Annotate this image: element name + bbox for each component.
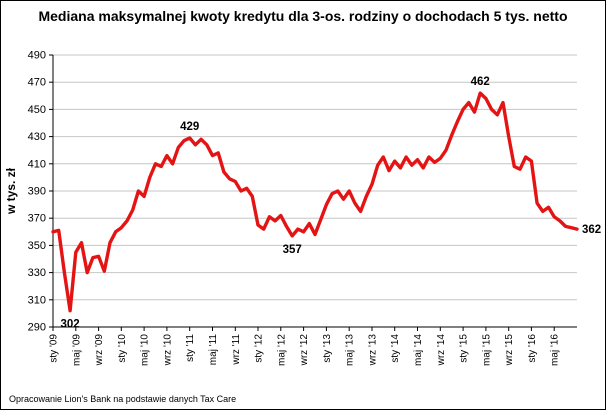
svg-text:maj '12: maj '12 bbox=[276, 334, 287, 366]
svg-text:maj '13: maj '13 bbox=[345, 334, 356, 366]
svg-text:wrz '09: wrz '09 bbox=[94, 334, 105, 367]
svg-text:wrz '12: wrz '12 bbox=[299, 334, 310, 367]
svg-text:sty '12: sty '12 bbox=[254, 334, 265, 363]
svg-text:470: 470 bbox=[28, 77, 46, 89]
svg-text:maj '14: maj '14 bbox=[413, 334, 424, 366]
svg-text:330: 330 bbox=[28, 267, 46, 279]
svg-text:430: 430 bbox=[28, 131, 46, 143]
svg-text:357: 357 bbox=[283, 244, 302, 256]
svg-text:350: 350 bbox=[28, 240, 46, 252]
svg-text:wrz '11: wrz '11 bbox=[231, 334, 242, 366]
svg-text:w tys. zł: w tys. zł bbox=[4, 167, 18, 215]
svg-text:362: 362 bbox=[582, 224, 601, 236]
svg-text:490: 490 bbox=[28, 50, 46, 62]
source-note: Opracowanie Lion's Bank na podstawie dan… bbox=[9, 394, 237, 404]
svg-text:sty '13: sty '13 bbox=[322, 334, 333, 363]
svg-text:maj '11: maj '11 bbox=[208, 334, 219, 366]
svg-text:wrz '15: wrz '15 bbox=[504, 334, 515, 367]
svg-text:wrz '13: wrz '13 bbox=[368, 334, 379, 367]
svg-text:429: 429 bbox=[180, 121, 199, 133]
svg-text:462: 462 bbox=[471, 76, 490, 88]
svg-text:390: 390 bbox=[28, 186, 46, 198]
svg-text:sty '15: sty '15 bbox=[459, 334, 470, 363]
svg-text:sty '10: sty '10 bbox=[117, 334, 128, 363]
svg-text:310: 310 bbox=[28, 294, 46, 306]
svg-text:302: 302 bbox=[61, 319, 80, 331]
line-chart-canvas: 290 310 330 350 370 390 410 430 450 470 490 w tys. … bbox=[4, 50, 601, 367]
svg-text:maj '10: maj '10 bbox=[140, 334, 151, 366]
svg-text:maj '15: maj '15 bbox=[481, 334, 492, 366]
chart-title: Mediana maksymalnej kwoty kredytu dla 3-… bbox=[38, 8, 568, 24]
svg-text:maj '16: maj '16 bbox=[550, 334, 561, 366]
svg-text:370: 370 bbox=[28, 213, 46, 225]
svg-text:maj '09: maj '09 bbox=[71, 334, 82, 366]
svg-text:sty '09: sty '09 bbox=[49, 334, 60, 363]
svg-text:290: 290 bbox=[28, 322, 46, 334]
svg-text:sty '14: sty '14 bbox=[390, 334, 401, 363]
svg-text:410: 410 bbox=[28, 158, 46, 170]
svg-text:wrz '14: wrz '14 bbox=[436, 334, 447, 367]
svg-text:sty '11: sty '11 bbox=[185, 334, 196, 362]
svg-text:sty '16: sty '16 bbox=[527, 334, 538, 363]
svg-text:450: 450 bbox=[28, 104, 46, 116]
svg-text:wrz '10: wrz '10 bbox=[162, 334, 173, 367]
